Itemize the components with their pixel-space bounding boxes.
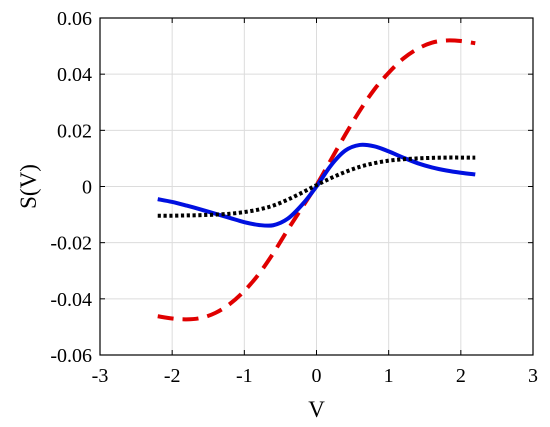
series-dashed-red-line xyxy=(157,38,476,322)
axis-ticks: -3 -2 -1 0 1 2 3 -0.06 -0.04 -0.02 0 0.02 0.04 0.06 xyxy=(50,8,538,387)
y-tick-label: 0 xyxy=(82,177,92,199)
y-tick-label: -0.04 xyxy=(50,289,92,311)
y-tick-label: 0.04 xyxy=(57,64,92,86)
y-axis-label: S(V) xyxy=(16,164,41,209)
x-tick-label: 3 xyxy=(528,365,538,387)
y-tick-label: -0.02 xyxy=(50,233,92,255)
x-tick-label: 1 xyxy=(384,365,394,387)
x-tick-label: 0 xyxy=(312,365,322,387)
y-tick-label: 0.06 xyxy=(57,8,92,30)
x-axis-label: V xyxy=(308,397,325,422)
series-group xyxy=(157,38,476,322)
series-dotted-black-line xyxy=(157,155,476,218)
x-tick-label: -2 xyxy=(164,365,181,387)
x-tick-label: -3 xyxy=(92,365,109,387)
y-tick-label: -0.06 xyxy=(50,345,92,367)
x-tick-label: -1 xyxy=(236,365,253,387)
y-tick-label: 0.02 xyxy=(57,120,92,142)
x-tick-label: 2 xyxy=(456,365,466,387)
